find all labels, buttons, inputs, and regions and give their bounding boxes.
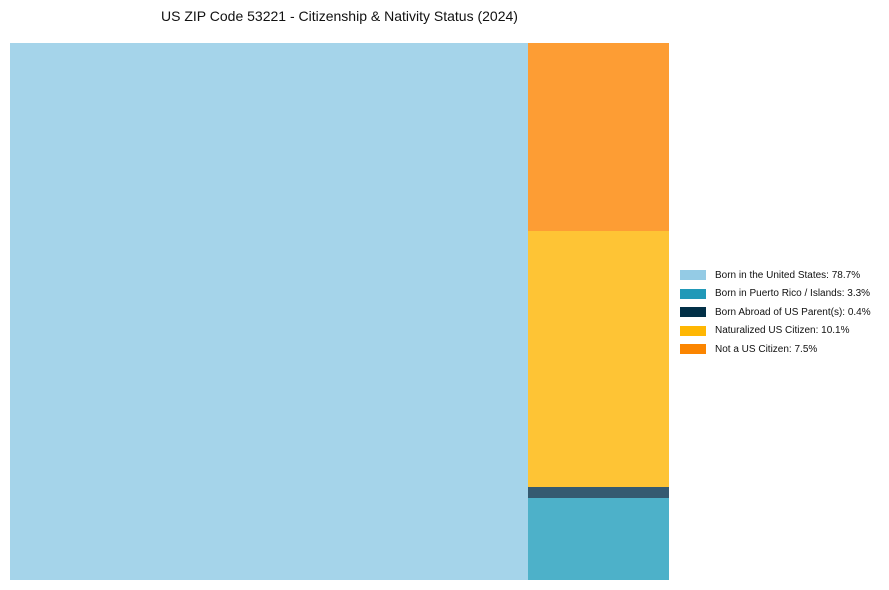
legend-swatch xyxy=(680,270,706,281)
legend-item-born-abroad: Born Abroad of US Parent(s): 0.4% xyxy=(680,303,871,322)
legend-swatch xyxy=(680,325,706,336)
legend-label: Born Abroad of US Parent(s): 0.4% xyxy=(715,306,871,318)
tile-not-us-citizen xyxy=(528,43,669,231)
tile-born-puerto-rico xyxy=(528,498,669,580)
tile-born-abroad-us-parents xyxy=(528,487,669,498)
legend: Born in the United States: 78.7% Born in… xyxy=(680,266,871,359)
chart-title: US ZIP Code 53221 - Citizenship & Nativi… xyxy=(161,8,518,24)
tile-naturalized-citizen xyxy=(528,231,669,487)
legend-swatch xyxy=(680,288,706,299)
legend-swatch xyxy=(680,307,706,318)
legend-item-not-citizen: Not a US Citizen: 7.5% xyxy=(680,340,871,359)
legend-swatch xyxy=(680,344,706,355)
legend-item-born-in-us: Born in the United States: 78.7% xyxy=(680,266,871,285)
tile-born-in-us xyxy=(10,43,528,580)
legend-item-naturalized: Naturalized US Citizen: 10.1% xyxy=(680,322,871,341)
legend-label: Naturalized US Citizen: 10.1% xyxy=(715,325,850,337)
legend-label: Not a US Citizen: 7.5% xyxy=(715,343,818,355)
legend-item-born-puerto-rico: Born in Puerto Rico / Islands: 3.3% xyxy=(680,285,871,304)
legend-label: Born in Puerto Rico / Islands: 3.3% xyxy=(715,288,871,300)
legend-label: Born in the United States: 78.7% xyxy=(715,269,861,281)
